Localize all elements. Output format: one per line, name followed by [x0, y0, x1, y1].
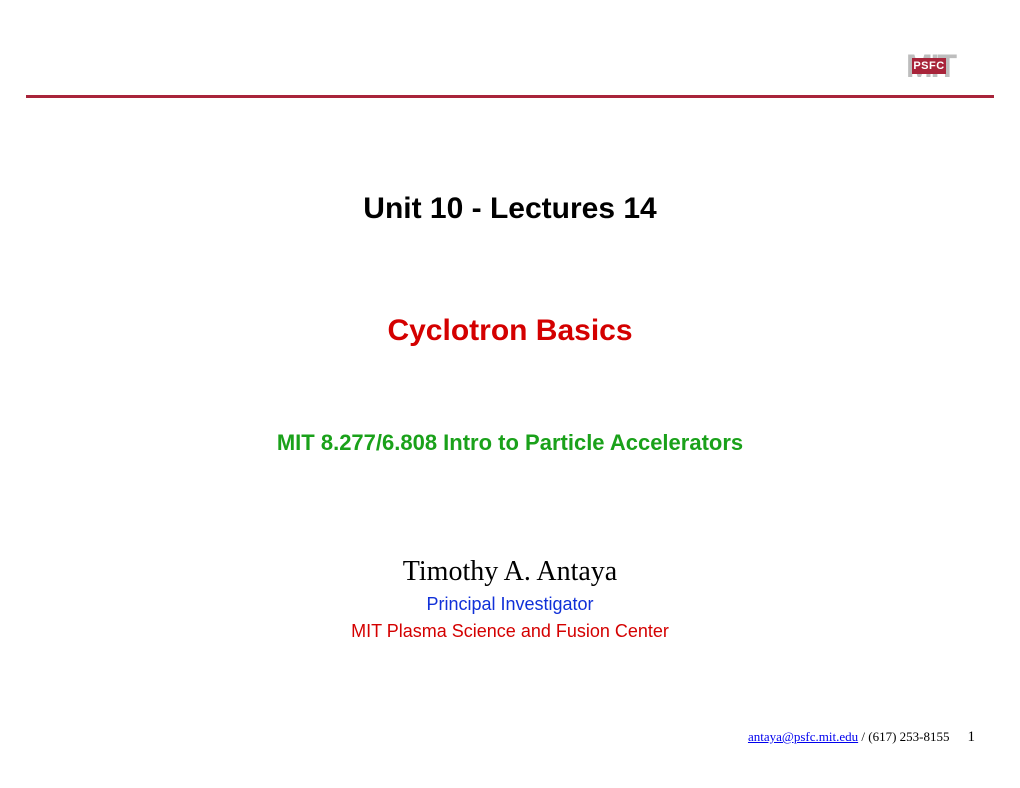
author-role: Principal Investigator — [0, 594, 1020, 615]
unit-heading: Unit 10 - Lectures 14 — [0, 192, 1020, 226]
contact-email-link[interactable]: antaya@psfc.mit.edu — [748, 729, 858, 744]
author-name: Timothy A. Antaya — [0, 556, 1020, 588]
psfc-badge: PSFC — [912, 58, 946, 74]
slide-header: MIT PSFC — [0, 0, 1020, 95]
slide-body: Unit 10 - Lectures 14 Cyclotron Basics M… — [0, 100, 1020, 642]
slide-title: Cyclotron Basics — [0, 314, 1020, 348]
author-affiliation: MIT Plasma Science and Fusion Center — [0, 621, 1020, 642]
mit-psfc-logo: MIT PSFC — [906, 52, 960, 81]
header-rule — [26, 95, 994, 98]
contact-phone: (617) 253-8155 — [868, 729, 949, 744]
course-line: MIT 8.277/6.808 Intro to Particle Accele… — [0, 430, 1020, 456]
page-number: 1 — [968, 729, 976, 745]
footer-separator: / — [858, 729, 868, 744]
slide-footer: antaya@psfc.mit.edu / (617) 253-8155 1 — [748, 729, 975, 746]
